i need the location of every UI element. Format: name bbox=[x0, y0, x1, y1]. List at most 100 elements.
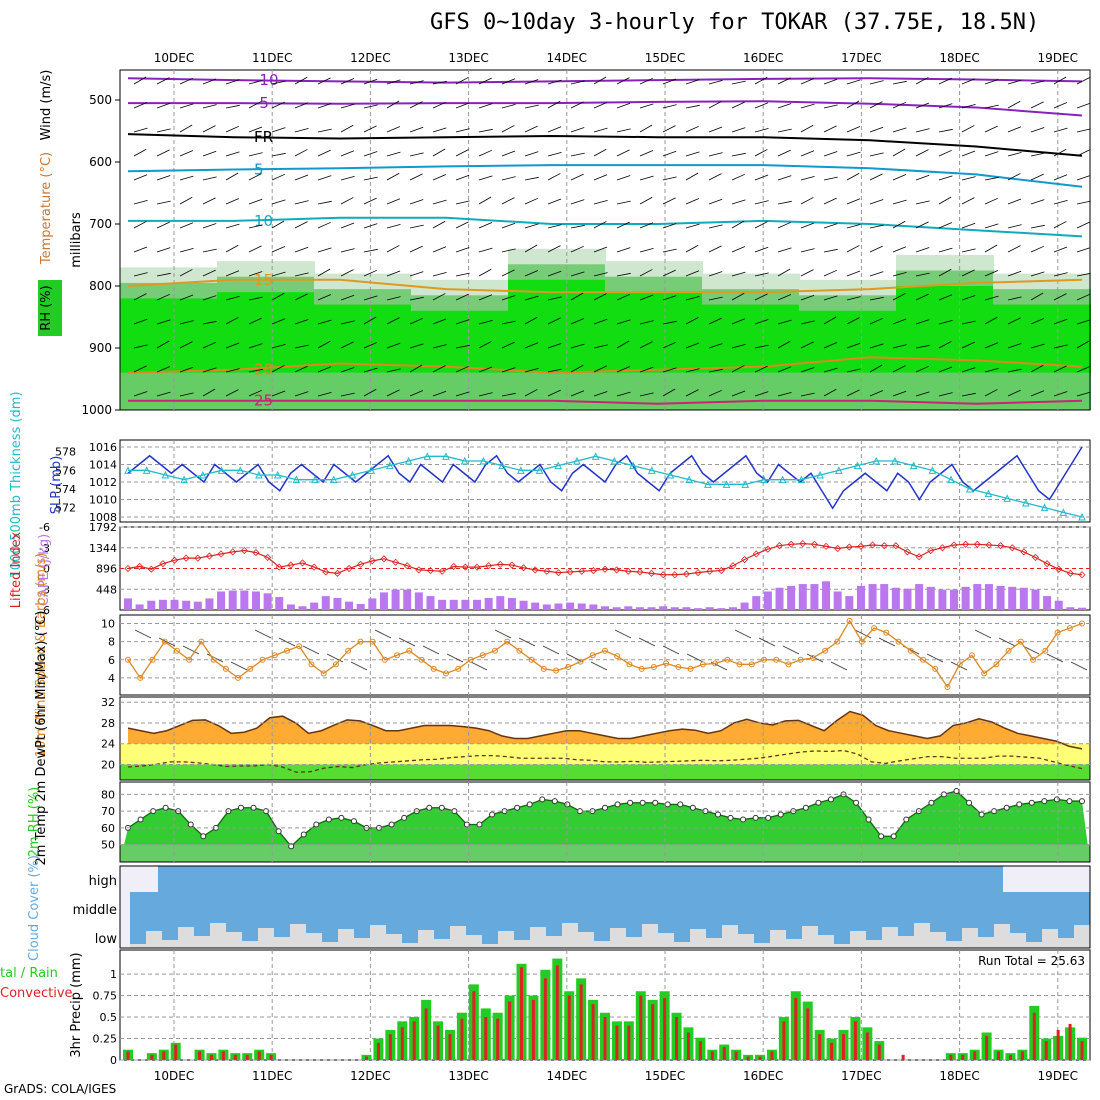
slp-tick-label: 1016 bbox=[89, 441, 117, 454]
wind-barb bbox=[179, 366, 194, 373]
thickness-tick-label: 576 bbox=[55, 464, 76, 477]
lifted-marker bbox=[298, 559, 307, 567]
wind-barb bbox=[547, 343, 562, 349]
wind-barb bbox=[225, 125, 239, 133]
lifted-marker bbox=[322, 568, 330, 576]
wind-barb bbox=[915, 391, 930, 397]
precip-convective-bar bbox=[710, 1051, 714, 1060]
rh-marker bbox=[853, 799, 860, 806]
cape-bar bbox=[926, 586, 935, 610]
cape-bar bbox=[787, 585, 796, 610]
y-tick-label: 800 bbox=[89, 279, 112, 293]
wind-barb bbox=[938, 77, 952, 85]
wind-barb bbox=[271, 271, 286, 277]
lifted-marker bbox=[589, 567, 597, 575]
wind-barb bbox=[432, 80, 447, 85]
lifted-marker bbox=[822, 542, 830, 550]
wind-barb bbox=[547, 296, 562, 301]
wind-barb bbox=[374, 629, 392, 639]
rh-tick-label: 60 bbox=[101, 822, 115, 835]
wind-barb bbox=[758, 637, 776, 647]
wind-barb bbox=[317, 128, 332, 133]
thickness-marker bbox=[591, 452, 600, 460]
wind-speed-marker bbox=[1017, 638, 1024, 645]
wind-barb bbox=[961, 367, 976, 373]
rh-band-high bbox=[314, 304, 412, 373]
wind-barb bbox=[662, 176, 677, 181]
wind-barb bbox=[432, 174, 447, 181]
wind-barb bbox=[800, 175, 815, 181]
precip-convective-bar bbox=[603, 1017, 607, 1060]
cape-bar bbox=[333, 597, 342, 610]
wind-barb bbox=[1030, 224, 1045, 229]
wind-barb bbox=[501, 78, 516, 85]
lifted-marker bbox=[717, 567, 725, 575]
wind-barb bbox=[731, 365, 745, 373]
thickness-marker bbox=[797, 475, 806, 484]
wind-barb bbox=[777, 247, 792, 253]
wind-speed-marker bbox=[296, 643, 303, 650]
wind-speed-marker bbox=[687, 665, 694, 672]
wind-tick-label: 6 bbox=[108, 654, 115, 667]
wind-barb bbox=[961, 150, 976, 157]
rh-marker bbox=[187, 821, 194, 828]
rh-marker bbox=[1028, 799, 1035, 806]
lifted-marker bbox=[240, 546, 248, 555]
precip-convective-bar bbox=[472, 991, 476, 1060]
wind-speed-marker bbox=[406, 647, 413, 654]
lifted-marker bbox=[636, 568, 644, 576]
wind-barb bbox=[961, 295, 976, 301]
wind-barb bbox=[409, 199, 424, 205]
temp-tick-label: 28 bbox=[101, 717, 115, 730]
wind-barb bbox=[566, 653, 584, 663]
cape-bar bbox=[554, 603, 563, 610]
wind-barb bbox=[248, 224, 263, 229]
wind-barb bbox=[616, 102, 631, 109]
cloud-low-bar bbox=[1026, 942, 1042, 948]
cape-bar bbox=[1031, 589, 1040, 610]
wind-barb bbox=[455, 221, 469, 229]
lifted-marker bbox=[880, 542, 888, 550]
precip-convective-bar bbox=[901, 1054, 905, 1060]
wind-barb bbox=[616, 149, 630, 157]
rh-marker bbox=[652, 799, 659, 806]
wind-barb bbox=[340, 150, 355, 157]
wind-barb bbox=[501, 125, 515, 133]
wind-barb bbox=[248, 79, 263, 85]
lifted-marker bbox=[275, 563, 283, 571]
wind-speed-marker bbox=[540, 665, 547, 672]
wind-barb bbox=[294, 221, 308, 229]
wind-barb bbox=[501, 197, 515, 205]
cape-bar bbox=[438, 599, 447, 610]
cape-bar bbox=[822, 581, 831, 610]
wind-speed-marker bbox=[332, 661, 339, 668]
wind-speed-marker bbox=[381, 656, 388, 663]
wind-barb bbox=[984, 316, 998, 325]
rh-marker bbox=[137, 816, 144, 823]
cloud-low-bar bbox=[850, 931, 866, 948]
cloud-low-bar bbox=[818, 935, 834, 948]
wind-barb bbox=[869, 101, 883, 109]
wind-barb bbox=[501, 295, 516, 301]
wind-barb bbox=[294, 365, 308, 373]
thickness-tick-label: 574 bbox=[55, 483, 76, 496]
wind-speed-marker bbox=[589, 652, 596, 659]
isotherm-label: 20 bbox=[254, 361, 273, 379]
wind-barb bbox=[133, 391, 148, 397]
cloud-panel: high middle low Cloud Cover (%) bbox=[27, 855, 1091, 961]
lifted-marker bbox=[543, 567, 551, 575]
wind-barb bbox=[179, 320, 194, 325]
wind-speed-marker bbox=[858, 638, 865, 645]
wind-barb bbox=[455, 272, 470, 277]
lifted-marker bbox=[380, 555, 388, 563]
wind-barb bbox=[271, 390, 286, 397]
thickness-marker bbox=[1059, 508, 1068, 516]
wind-barb bbox=[915, 319, 930, 325]
lifted-marker bbox=[264, 553, 272, 561]
wind-barb bbox=[1076, 247, 1091, 253]
wind-barb bbox=[248, 296, 263, 301]
panel-frame bbox=[119, 69, 1091, 411]
wind-barb bbox=[708, 343, 723, 349]
wind-barb bbox=[614, 629, 632, 639]
wind-barb bbox=[398, 637, 416, 647]
